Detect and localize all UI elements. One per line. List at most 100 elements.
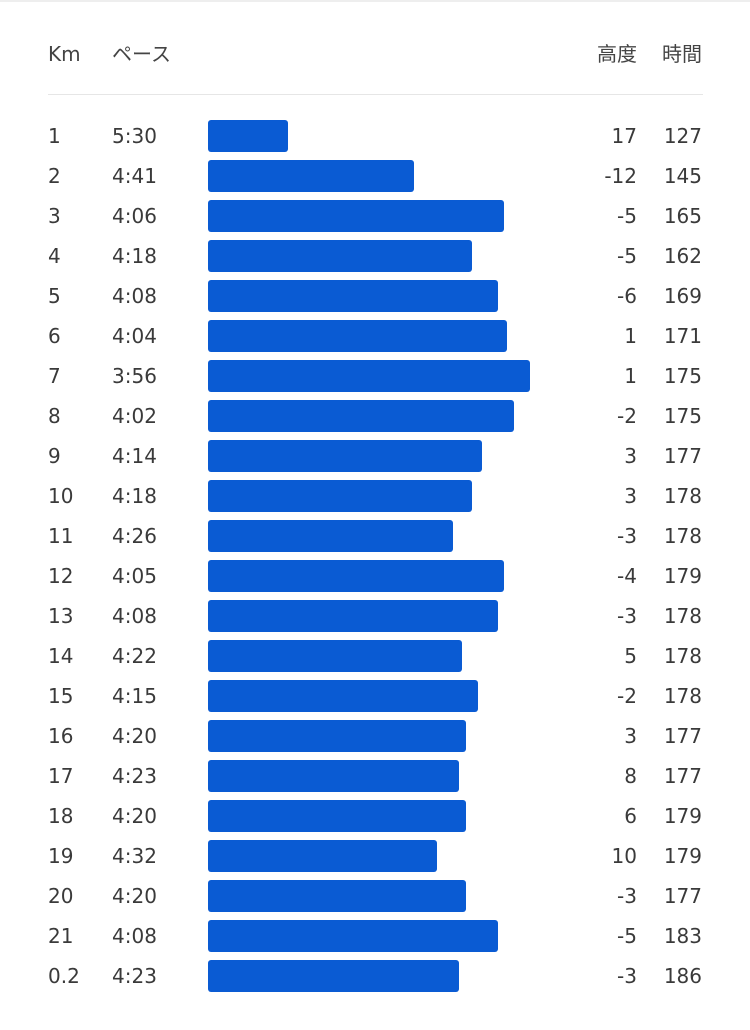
split-km: 13 [48,604,74,628]
split-km: 5 [48,284,61,308]
split-km: 12 [48,564,74,588]
split-pace-bar [208,880,466,912]
split-elevation: -3 [617,964,637,988]
split-km: 3 [48,204,61,228]
split-pace-bar [208,840,437,872]
split-row: 20 4:20 -3 177 [0,876,750,916]
split-km: 8 [48,404,61,428]
split-row: 15 4:15 -2 178 [0,676,750,716]
split-pace-bar [208,360,530,392]
split-pace-bar [208,200,504,232]
split-pace: 4:05 [112,564,157,588]
split-km: 15 [48,684,74,708]
split-pace: 4:26 [112,524,157,548]
split-km: 19 [48,844,74,868]
split-pace: 3:56 [112,364,157,388]
split-pace: 4:20 [112,724,157,748]
split-km: 7 [48,364,61,388]
split-elevation: 10 [611,844,637,868]
split-pace: 4:18 [112,484,157,508]
split-pace: 4:04 [112,324,157,348]
split-heart-rate: 178 [663,484,702,508]
split-pace-bar [208,400,514,432]
split-row: 8 4:02 -2 175 [0,396,750,436]
split-pace: 5:30 [112,124,157,148]
split-km: 1 [48,124,61,148]
split-heart-rate: 179 [663,564,702,588]
split-pace: 4:18 [112,244,157,268]
split-pace: 4:23 [112,964,157,988]
splits-list: 1 5:30 17 127 2 4:41 -12 145 3 4:06 -5 165 4 4:18 -5 16… [0,116,750,996]
split-heart-rate: 145 [663,164,702,188]
split-heart-rate: 186 [663,964,702,988]
split-elevation: -6 [617,284,637,308]
split-heart-rate: 178 [663,644,702,668]
split-pace: 4:32 [112,844,157,868]
split-elevation: 3 [624,444,637,468]
split-pace-bar [208,800,466,832]
header-km: Km [48,42,81,66]
split-row: 2 4:41 -12 145 [0,156,750,196]
split-km: 20 [48,884,74,908]
split-row: 16 4:20 3 177 [0,716,750,756]
split-km: 10 [48,484,74,508]
split-heart-rate: 169 [663,284,702,308]
split-km: 21 [48,924,74,948]
split-km: 16 [48,724,74,748]
split-heart-rate: 179 [663,844,702,868]
split-pace: 4:22 [112,644,157,668]
split-pace-bar [208,760,459,792]
header-divider [48,94,703,95]
split-km: 18 [48,804,74,828]
split-heart-rate: 177 [663,764,702,788]
split-elevation: -3 [617,524,637,548]
split-pace-bar [208,920,498,952]
split-heart-rate: 177 [663,724,702,748]
split-heart-rate: 177 [663,444,702,468]
split-elevation: -3 [617,604,637,628]
split-pace: 4:02 [112,404,157,428]
split-pace: 4:08 [112,924,157,948]
split-pace-bar [208,480,472,512]
split-elevation: 5 [624,644,637,668]
split-heart-rate: 178 [663,524,702,548]
header-pace: ペース [112,42,171,66]
split-pace: 4:15 [112,684,157,708]
split-km: 0.2 [48,964,80,988]
split-pace: 4:08 [112,604,157,628]
split-pace-bar [208,560,504,592]
split-row: 7 3:56 1 175 [0,356,750,396]
split-row: 21 4:08 -5 183 [0,916,750,956]
split-row: 3 4:06 -5 165 [0,196,750,236]
split-elevation: -5 [617,244,637,268]
split-elevation: -2 [617,684,637,708]
split-row: 4 4:18 -5 162 [0,236,750,276]
top-border [0,0,750,2]
split-km: 11 [48,524,74,548]
split-pace-bar [208,320,507,352]
split-heart-rate: 162 [663,244,702,268]
split-km: 6 [48,324,61,348]
split-pace: 4:20 [112,884,157,908]
split-pace-bar [208,160,414,192]
split-pace: 4:23 [112,764,157,788]
split-heart-rate: 179 [663,804,702,828]
split-pace-bar [208,440,482,472]
split-elevation: -12 [604,164,637,188]
split-elevation: -2 [617,404,637,428]
split-elevation: 1 [624,364,637,388]
split-pace-bar [208,720,466,752]
split-row: 17 4:23 8 177 [0,756,750,796]
split-heart-rate: 177 [663,884,702,908]
split-pace-bar [208,120,288,152]
split-elevation: 3 [624,724,637,748]
split-heart-rate: 183 [663,924,702,948]
split-heart-rate: 175 [663,364,702,388]
split-elevation: 8 [624,764,637,788]
split-row: 19 4:32 10 179 [0,836,750,876]
split-row: 13 4:08 -3 178 [0,596,750,636]
split-heart-rate: 178 [663,684,702,708]
split-heart-rate: 165 [663,204,702,228]
split-pace-bar [208,600,498,632]
split-km: 9 [48,444,61,468]
